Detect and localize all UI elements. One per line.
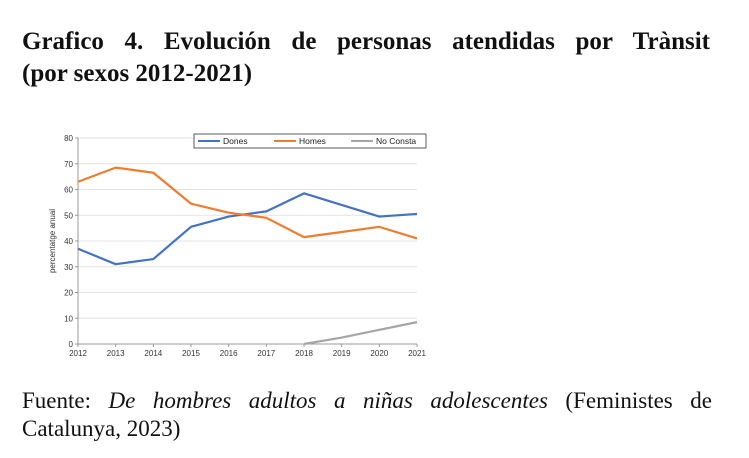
legend-label-homes: Homes — [299, 136, 326, 146]
y-tick-label: 10 — [64, 314, 73, 323]
source-note: Fuente: De hombres adultos a niñas adole… — [22, 387, 712, 443]
source-title: De hombres adultos a niñas adolescentes — [108, 388, 548, 413]
legend: Dones Homes No Consta — [193, 133, 427, 149]
y-tick-label: 70 — [64, 160, 73, 169]
x-tick-label: 2013 — [107, 349, 125, 358]
source-prefix: Fuente: — [22, 388, 109, 413]
legend-label-dones: Dones — [223, 136, 248, 146]
x-tick-label: 2021 — [408, 349, 426, 358]
x-tick-label: 2017 — [257, 349, 275, 358]
line-chart: 0 10 20 30 40 50 60 70 80 2012 2013 2014 2015 2016 20… — [40, 130, 440, 360]
axes — [75, 137, 418, 347]
x-tick-label: 2019 — [333, 349, 351, 358]
legend-label-no-consta: No Consta — [376, 136, 416, 146]
y-tick-label: 30 — [64, 263, 73, 272]
y-tick-label: 50 — [64, 211, 73, 220]
y-axis-label: percentatge anual — [48, 209, 57, 273]
y-tick-label: 20 — [64, 289, 73, 298]
y-tick-label: 80 — [64, 134, 73, 143]
source-suffix: (Feministes de Catalunya, 2023) — [22, 388, 712, 441]
y-tick-labels: 0 10 20 30 40 50 60 70 80 — [64, 134, 73, 349]
legend-box — [193, 133, 427, 149]
x-tick-label: 2014 — [144, 349, 162, 358]
chart-title-line2: (por sexos 2012-2021) — [22, 60, 253, 87]
chart-title-line1: Grafico 4. Evolución de personas atendid… — [22, 28, 710, 55]
y-tick-label: 60 — [64, 186, 73, 195]
series-line-dones — [77, 192, 418, 266]
series-line-no-consta — [303, 321, 418, 346]
x-tick-label: 2018 — [295, 349, 313, 358]
x-tick-labels: 2012 2013 2014 2015 2016 2017 2018 2019 2020 2021 — [69, 349, 426, 358]
chart-title: Grafico 4. Evolución de personas atendid… — [22, 26, 710, 90]
series-line-homes — [77, 166, 418, 240]
y-tick-label: 40 — [64, 237, 73, 246]
x-tick-label: 2015 — [182, 349, 200, 358]
series-lines — [77, 166, 418, 346]
x-tick-label: 2012 — [69, 349, 87, 358]
y-tick-label: 0 — [69, 340, 74, 349]
x-tick-label: 2016 — [220, 349, 238, 358]
x-tick-label: 2020 — [370, 349, 388, 358]
